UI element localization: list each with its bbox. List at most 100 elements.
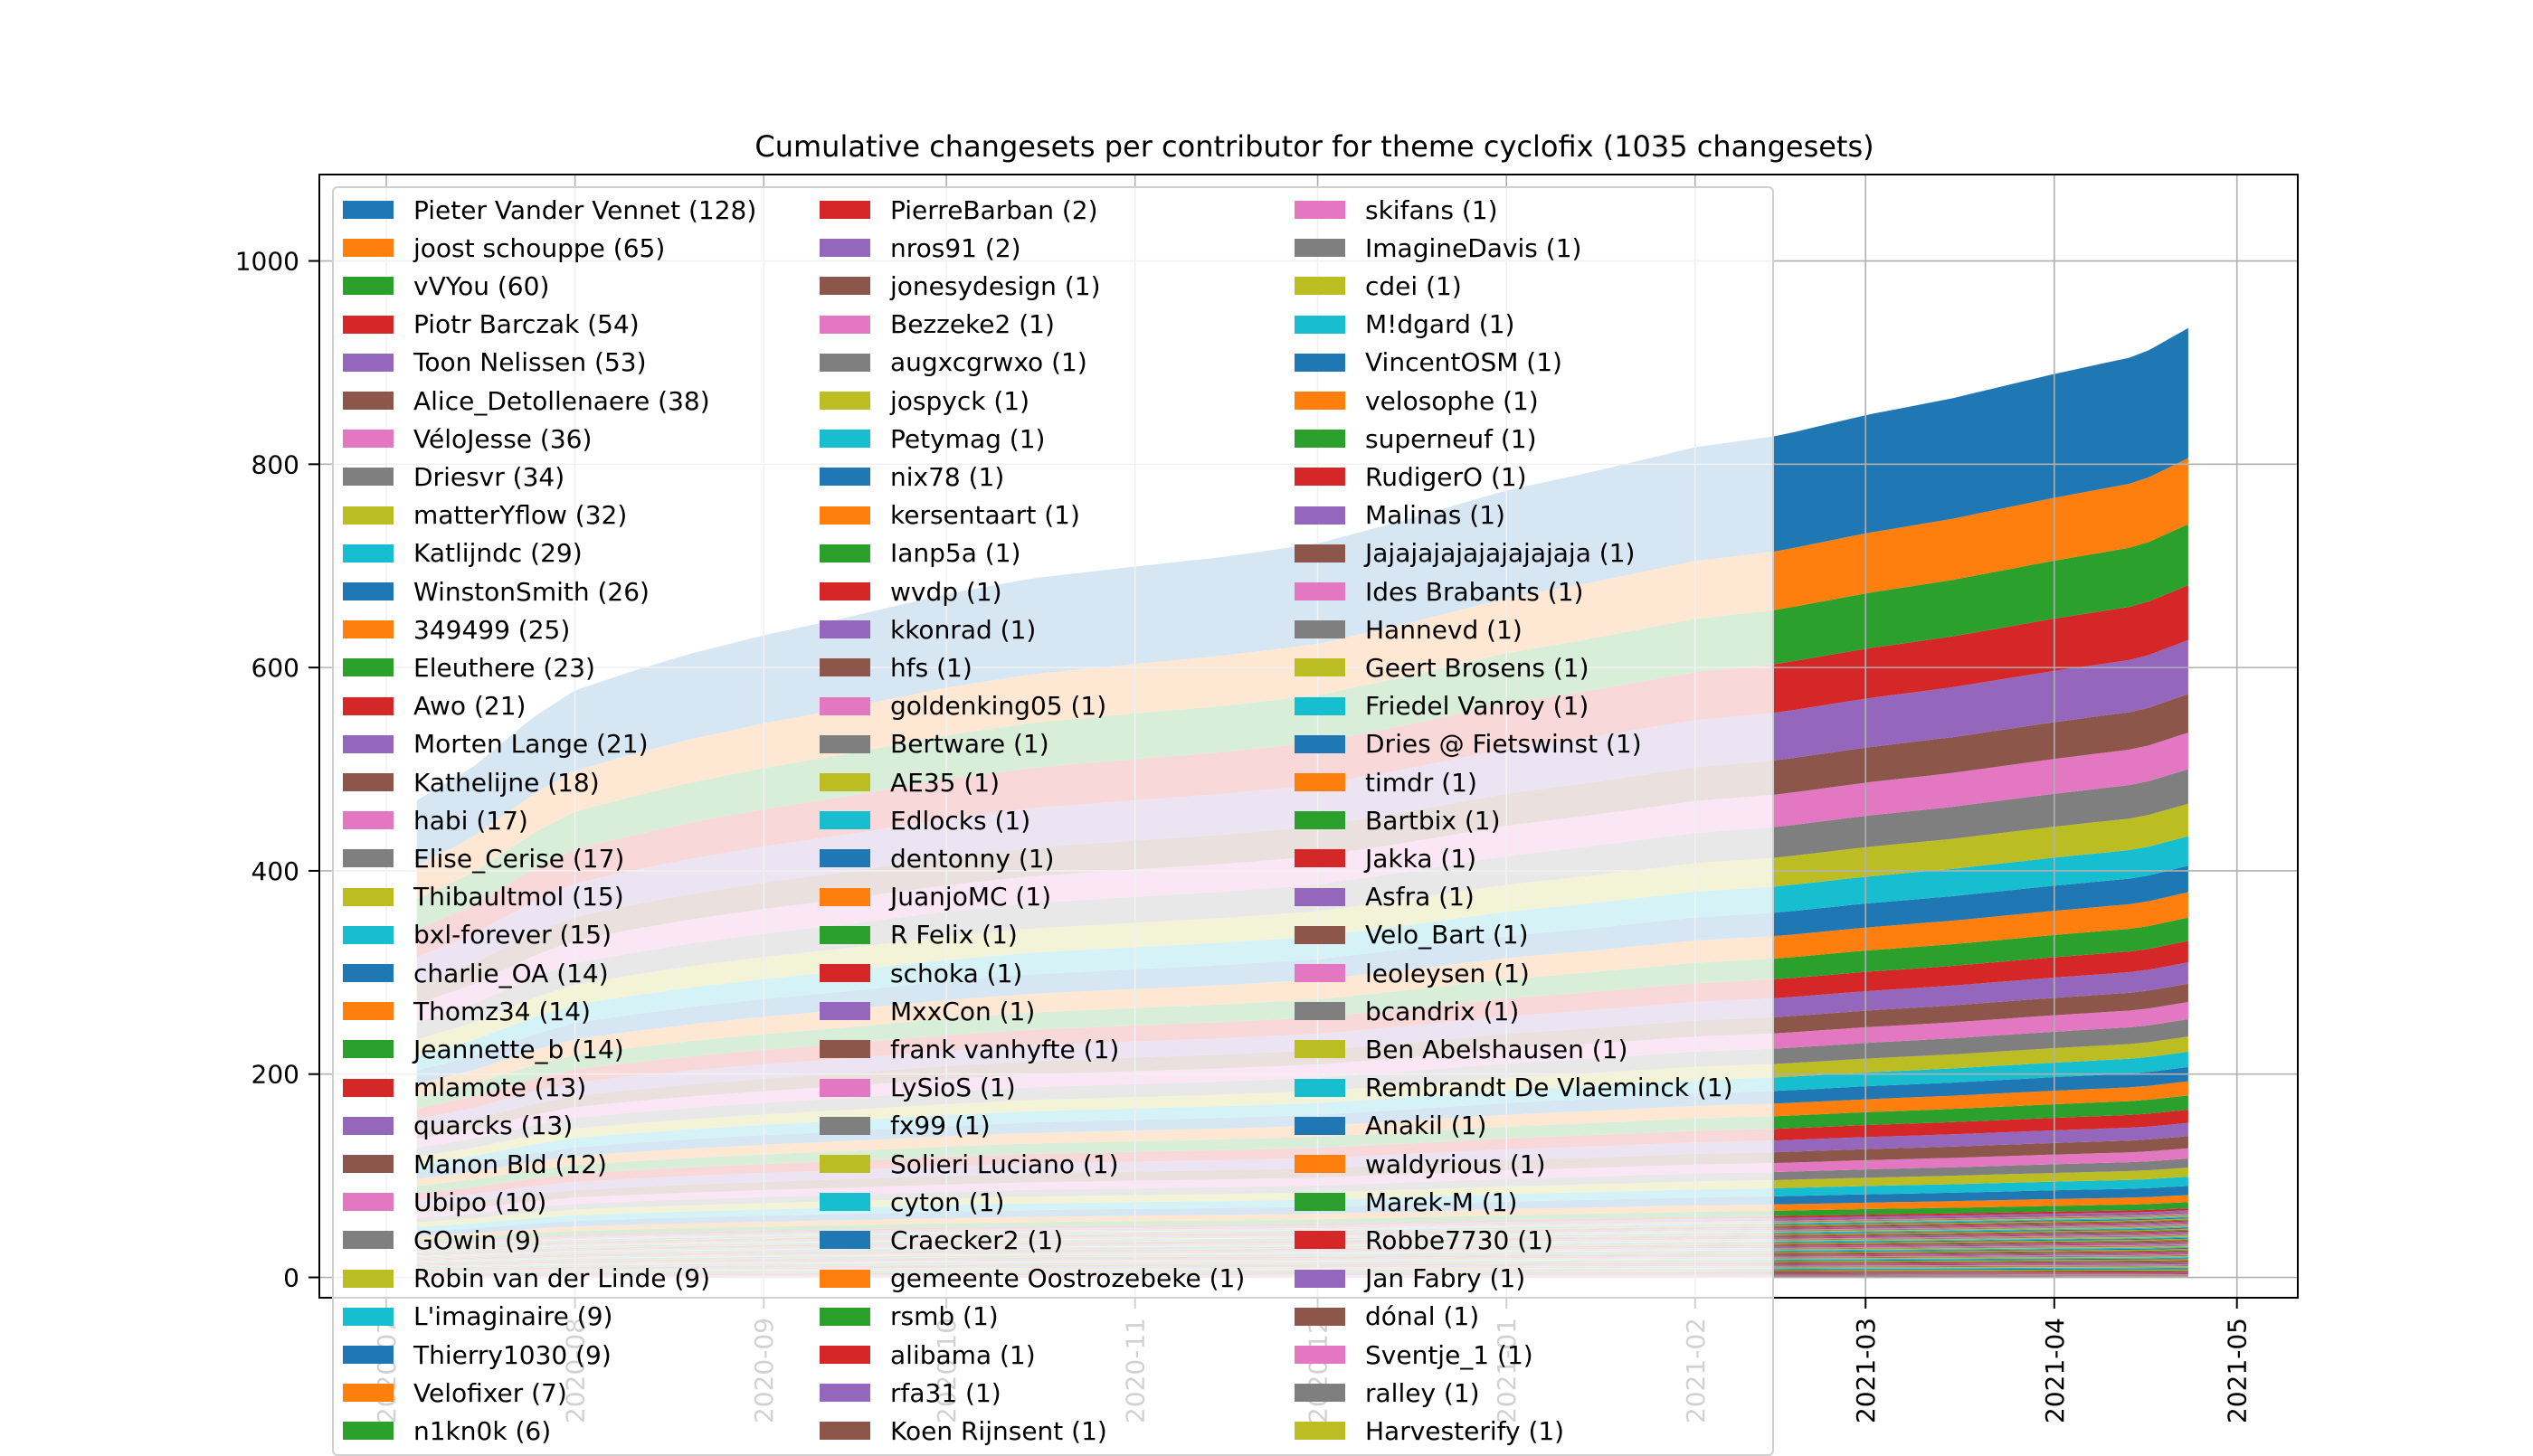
legend-swatch (1295, 544, 1345, 563)
legend-label: Hannevd (1) (1365, 614, 1523, 645)
x-tick-label: 2021-03 (1851, 1318, 1881, 1423)
legend-label: Piotr Barczak (54) (413, 309, 640, 340)
legend-swatch (343, 1231, 394, 1250)
legend-item: Thibaultmol (15) (343, 879, 624, 915)
legend-swatch (1295, 734, 1345, 753)
legend-item: dónal (1) (1295, 1299, 1479, 1335)
legend-swatch (1295, 1040, 1345, 1059)
legend-swatch (1295, 1002, 1345, 1021)
legend-label: GOwin (9) (413, 1224, 541, 1255)
legend-swatch (820, 849, 870, 868)
legend-label: Velo_Bart (1) (1365, 920, 1529, 950)
legend-label: gemeente Oostrozebeke (1) (890, 1263, 1246, 1294)
legend-item: Katlijndc (29) (343, 535, 583, 572)
legend-label: timdr (1) (1365, 767, 1477, 798)
legend-label: dónal (1) (1365, 1301, 1480, 1332)
legend-swatch (343, 239, 394, 258)
legend-swatch (1295, 811, 1345, 830)
legend-item: leoleysen (1) (1295, 955, 1530, 991)
legend-label: mlamote (13) (413, 1073, 587, 1103)
legend-swatch (820, 1002, 870, 1021)
legend-item: n1kn0k (6) (343, 1413, 551, 1449)
legend-item: jospyck (1) (820, 383, 1029, 419)
legend-swatch (1295, 1346, 1345, 1364)
legend-swatch (820, 734, 870, 753)
legend-label: 349499 (25) (413, 614, 571, 645)
legend-swatch (1295, 1078, 1345, 1097)
legend-item: Hannevd (1) (1295, 611, 1523, 648)
legend-swatch (343, 201, 394, 219)
legend-item: Ianp5a (1) (820, 535, 1020, 572)
legend-swatch (1295, 1384, 1345, 1403)
y-tick-label: 200 (251, 1060, 299, 1090)
legend-swatch (343, 506, 394, 525)
legend-item: jonesydesign (1) (820, 268, 1101, 304)
legend-item: Geert Brosens (1) (1295, 649, 1589, 685)
legend-item: timdr (1) (1295, 764, 1477, 800)
legend-label: Katlijndc (29) (413, 538, 583, 569)
legend-label: ralley (1) (1365, 1377, 1480, 1408)
legend-label: n1kn0k (6) (413, 1415, 552, 1446)
legend-swatch (820, 964, 870, 982)
legend-item: LySioS (1) (820, 1070, 1016, 1106)
legend-swatch (343, 1002, 394, 1021)
legend-label: superneuf (1) (1365, 423, 1537, 454)
legend-label: Malinas (1) (1365, 500, 1505, 531)
legend-swatch (343, 353, 394, 372)
legend-label: Petymag (1) (890, 423, 1046, 454)
legend-swatch (820, 658, 870, 677)
legend-item: 349499 (25) (343, 611, 570, 648)
legend-item: Robin van der Linde (9) (343, 1261, 710, 1297)
legend-item: rfa31 (1) (820, 1375, 1001, 1411)
legend-item: Anakil (1) (1295, 1108, 1486, 1144)
legend-swatch (820, 315, 870, 334)
legend-item: quarcks (13) (343, 1108, 573, 1144)
legend-item: gemeente Oostrozebeke (1) (820, 1261, 1245, 1297)
legend-item: Jajajajajajajajajaja (1) (1295, 535, 1635, 572)
legend-item: cyton (1) (820, 1184, 1004, 1220)
legend-item: rsmb (1) (820, 1299, 999, 1335)
legend-item: Morten Lange (21) (343, 726, 649, 762)
legend-item: Velo_Bart (1) (1295, 917, 1529, 953)
legend-label: Solieri Luciano (1) (890, 1149, 1119, 1179)
x-tick-label: 2021-05 (2223, 1318, 2253, 1423)
legend-label: Robin van der Linde (9) (413, 1263, 711, 1294)
legend-label: R Felix (1) (890, 920, 1018, 950)
legend-label: Bertware (1) (890, 729, 1049, 760)
legend-swatch (1295, 201, 1345, 219)
legend-swatch (343, 773, 394, 791)
legend-label: Asfra (1) (1365, 882, 1475, 912)
legend-item: Bezzeke2 (1) (820, 307, 1055, 343)
legend-swatch (1295, 964, 1345, 982)
legend-item: R Felix (1) (820, 917, 1018, 953)
legend-item: PierreBarban (2) (820, 192, 1098, 228)
legend-label: alibama (1) (890, 1339, 1036, 1370)
legend-item: Robbe7730 (1) (1295, 1222, 1553, 1258)
legend-label: bxl-forever (15) (413, 920, 612, 950)
legend-label: kersentaart (1) (890, 500, 1080, 531)
legend-swatch (343, 925, 394, 944)
legend-swatch (343, 1384, 394, 1403)
legend-item: skifans (1) (1295, 192, 1498, 228)
legend-label: Manon Bld (12) (413, 1149, 607, 1179)
legend-swatch (1295, 887, 1345, 906)
legend-item: L'imaginaire (9) (343, 1299, 612, 1335)
legend-item: Bartbix (1) (1295, 802, 1501, 838)
legend-swatch (343, 696, 394, 715)
y-axis: 0 200 400 600 800 1000 (235, 247, 319, 1293)
legend-swatch (1295, 353, 1345, 372)
legend-item: Friedel Vanroy (1) (1295, 688, 1589, 724)
legend-label: Ben Abelshausen (1) (1365, 1034, 1628, 1064)
legend-item: bcandrix (1) (1295, 993, 1519, 1029)
legend-swatch (343, 1307, 394, 1326)
legend-swatch (820, 887, 870, 906)
legend-item: fx99 (1) (820, 1108, 991, 1144)
legend-item: kersentaart (1) (820, 497, 1080, 534)
legend-swatch (820, 1040, 870, 1059)
legend-swatch (820, 430, 870, 449)
legend-item: Alice_Detollenaere (38) (343, 383, 710, 419)
legend-item: JuanjoMC (1) (820, 879, 1051, 915)
legend-item: superneuf (1) (1295, 421, 1537, 457)
legend-label: cdei (1) (1365, 270, 1462, 301)
legend-swatch (343, 1193, 394, 1212)
